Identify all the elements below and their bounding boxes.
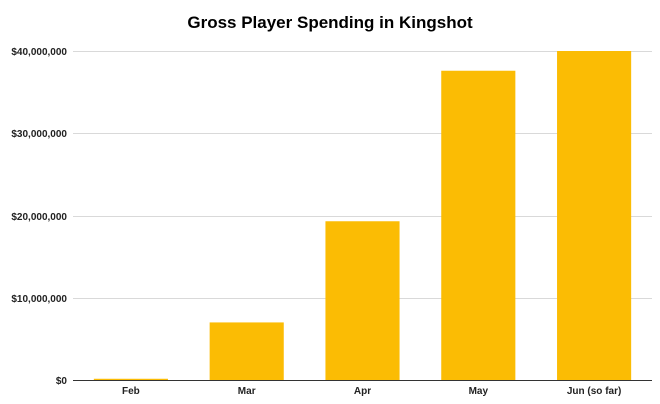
bar <box>441 70 516 381</box>
x-tick-label: Jun (so far) <box>567 386 621 397</box>
x-tick-label: Apr <box>354 386 371 397</box>
chart-title: Gross Player Spending in Kingshot <box>187 13 473 32</box>
bar <box>325 221 400 380</box>
y-tick-label: $10,000,000 <box>11 294 67 305</box>
bar <box>557 51 632 380</box>
x-axis-ticks: Feb Mar Apr May Jun (so far) <box>122 386 621 397</box>
bar <box>93 378 168 380</box>
y-axis-ticks: $0 $10,000,000 $20,000,000 $30,000,000 $40,0… <box>11 47 67 387</box>
y-tick-label: $40,000,000 <box>11 47 67 58</box>
x-tick-label: Mar <box>238 386 256 397</box>
y-tick-label: $20,000,000 <box>11 212 67 223</box>
bars <box>93 51 632 381</box>
x-tick-label: Feb <box>122 386 140 397</box>
x-tick-label: May <box>469 386 489 397</box>
y-tick-label: $30,000,000 <box>11 129 67 140</box>
y-tick-label: $0 <box>56 376 68 387</box>
bar <box>209 322 284 380</box>
